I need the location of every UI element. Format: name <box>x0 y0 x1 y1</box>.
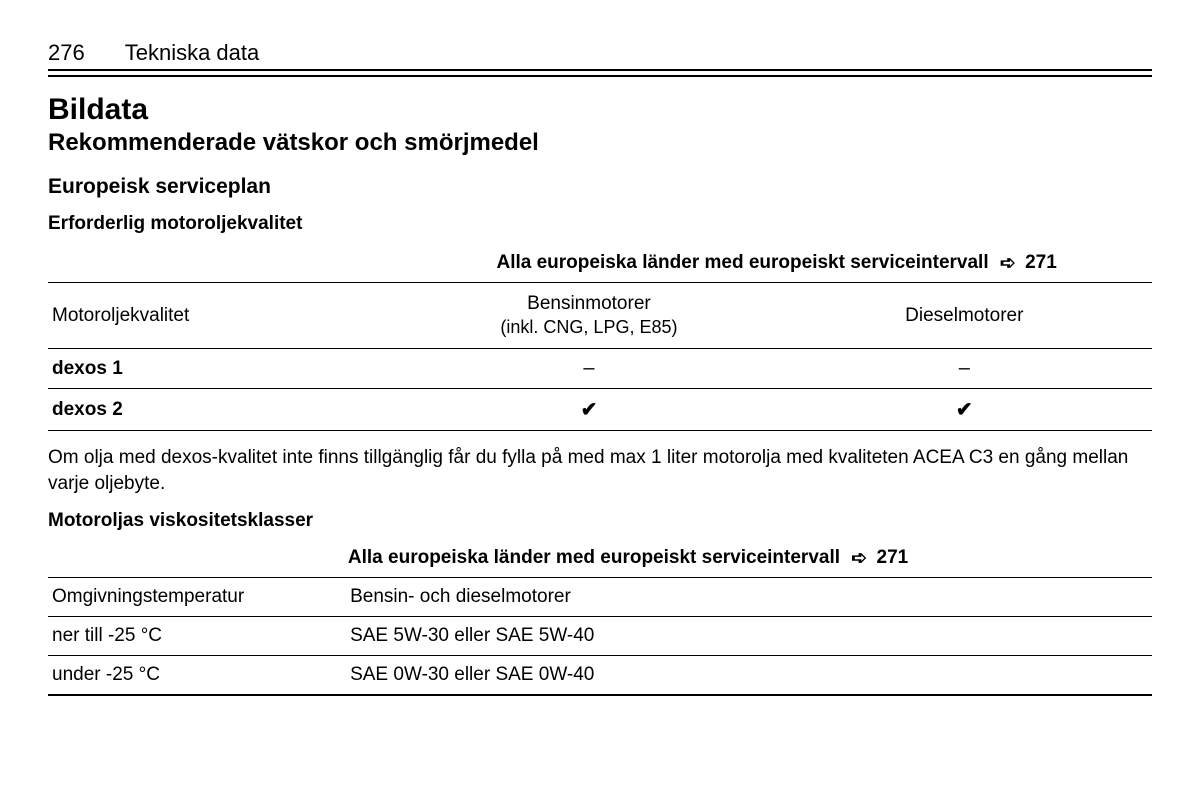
page-number: 276 <box>48 40 85 66</box>
xref-page: 271 <box>1025 252 1057 273</box>
col-header-engines: Bensin- och dieselmotorer <box>346 578 1152 617</box>
oil-quality-span-header: Alla europeiska länder med europeiskt se… <box>401 245 1152 283</box>
section-title: Tekniska data <box>125 40 260 66</box>
oil-quality-table: Alla europeiska länder med europeiskt se… <box>48 245 1152 431</box>
col-header-petrol: Bensinmotorer (inkl. CNG, LPG, E85) <box>401 283 776 349</box>
table-row: dexos 2 ✔ ✔ <box>48 389 1152 431</box>
col-header-ambient-temp: Omgivningstemperatur <box>48 578 346 617</box>
col-header-petrol-label: Bensinmotorer <box>527 293 651 314</box>
cell-value: ✔ <box>777 389 1152 431</box>
cell-value: – <box>401 349 776 389</box>
heading-recommended-fluids: Rekommenderade vätskor och smörjmedel <box>48 129 1152 157</box>
viscosity-span-header: Alla europeiska länder med europeiskt se… <box>48 542 1152 578</box>
col-header-petrol-sub: (inkl. CNG, LPG, E85) <box>405 317 772 338</box>
page-header-row: 276 Tekniska data <box>48 40 1152 71</box>
row-label: ner till -25 °C <box>48 617 346 656</box>
heading-viscosity-classes: Motoroljas viskositetsklasser <box>48 510 1152 532</box>
cell-value: SAE 0W-30 eller SAE 0W-40 <box>346 656 1152 696</box>
page-header: 276 Tekniska data <box>48 40 1152 77</box>
viscosity-table: Alla europeiska länder med europeiskt se… <box>48 542 1152 696</box>
table-row: ner till -25 °C SAE 5W-30 eller SAE 5W-4… <box>48 617 1152 656</box>
xref-arrow-icon: ➪ <box>851 547 867 570</box>
cell-value: SAE 5W-30 eller SAE 5W-40 <box>346 617 1152 656</box>
cell-value: – <box>777 349 1152 389</box>
note-text: Om olja med dexos-kvalitet inte finns ti… <box>48 445 1152 496</box>
xref-text: Alla europeiska länder med europeiskt se… <box>496 252 988 273</box>
heading-european-service-plan: Europeisk serviceplan <box>48 175 1152 199</box>
heading-bildata: Bildata <box>48 93 1152 127</box>
col-header-diesel: Dieselmotorer <box>777 283 1152 349</box>
col-header-quality: Motoroljekvalitet <box>48 283 401 349</box>
xref-arrow-icon: ➪ <box>1000 252 1016 275</box>
xref-text: Alla europeiska länder med europeiskt se… <box>348 547 840 568</box>
row-label: under -25 °C <box>48 656 346 696</box>
table-row: dexos 1 – – <box>48 349 1152 389</box>
table-row: under -25 °C SAE 0W-30 eller SAE 0W-40 <box>48 656 1152 696</box>
row-label: dexos 2 <box>48 389 401 431</box>
xref-page: 271 <box>877 547 909 568</box>
row-label: dexos 1 <box>48 349 401 389</box>
cell-value: ✔ <box>401 389 776 431</box>
heading-required-oil-quality: Erforderlig motoroljekvalitet <box>48 213 1152 235</box>
